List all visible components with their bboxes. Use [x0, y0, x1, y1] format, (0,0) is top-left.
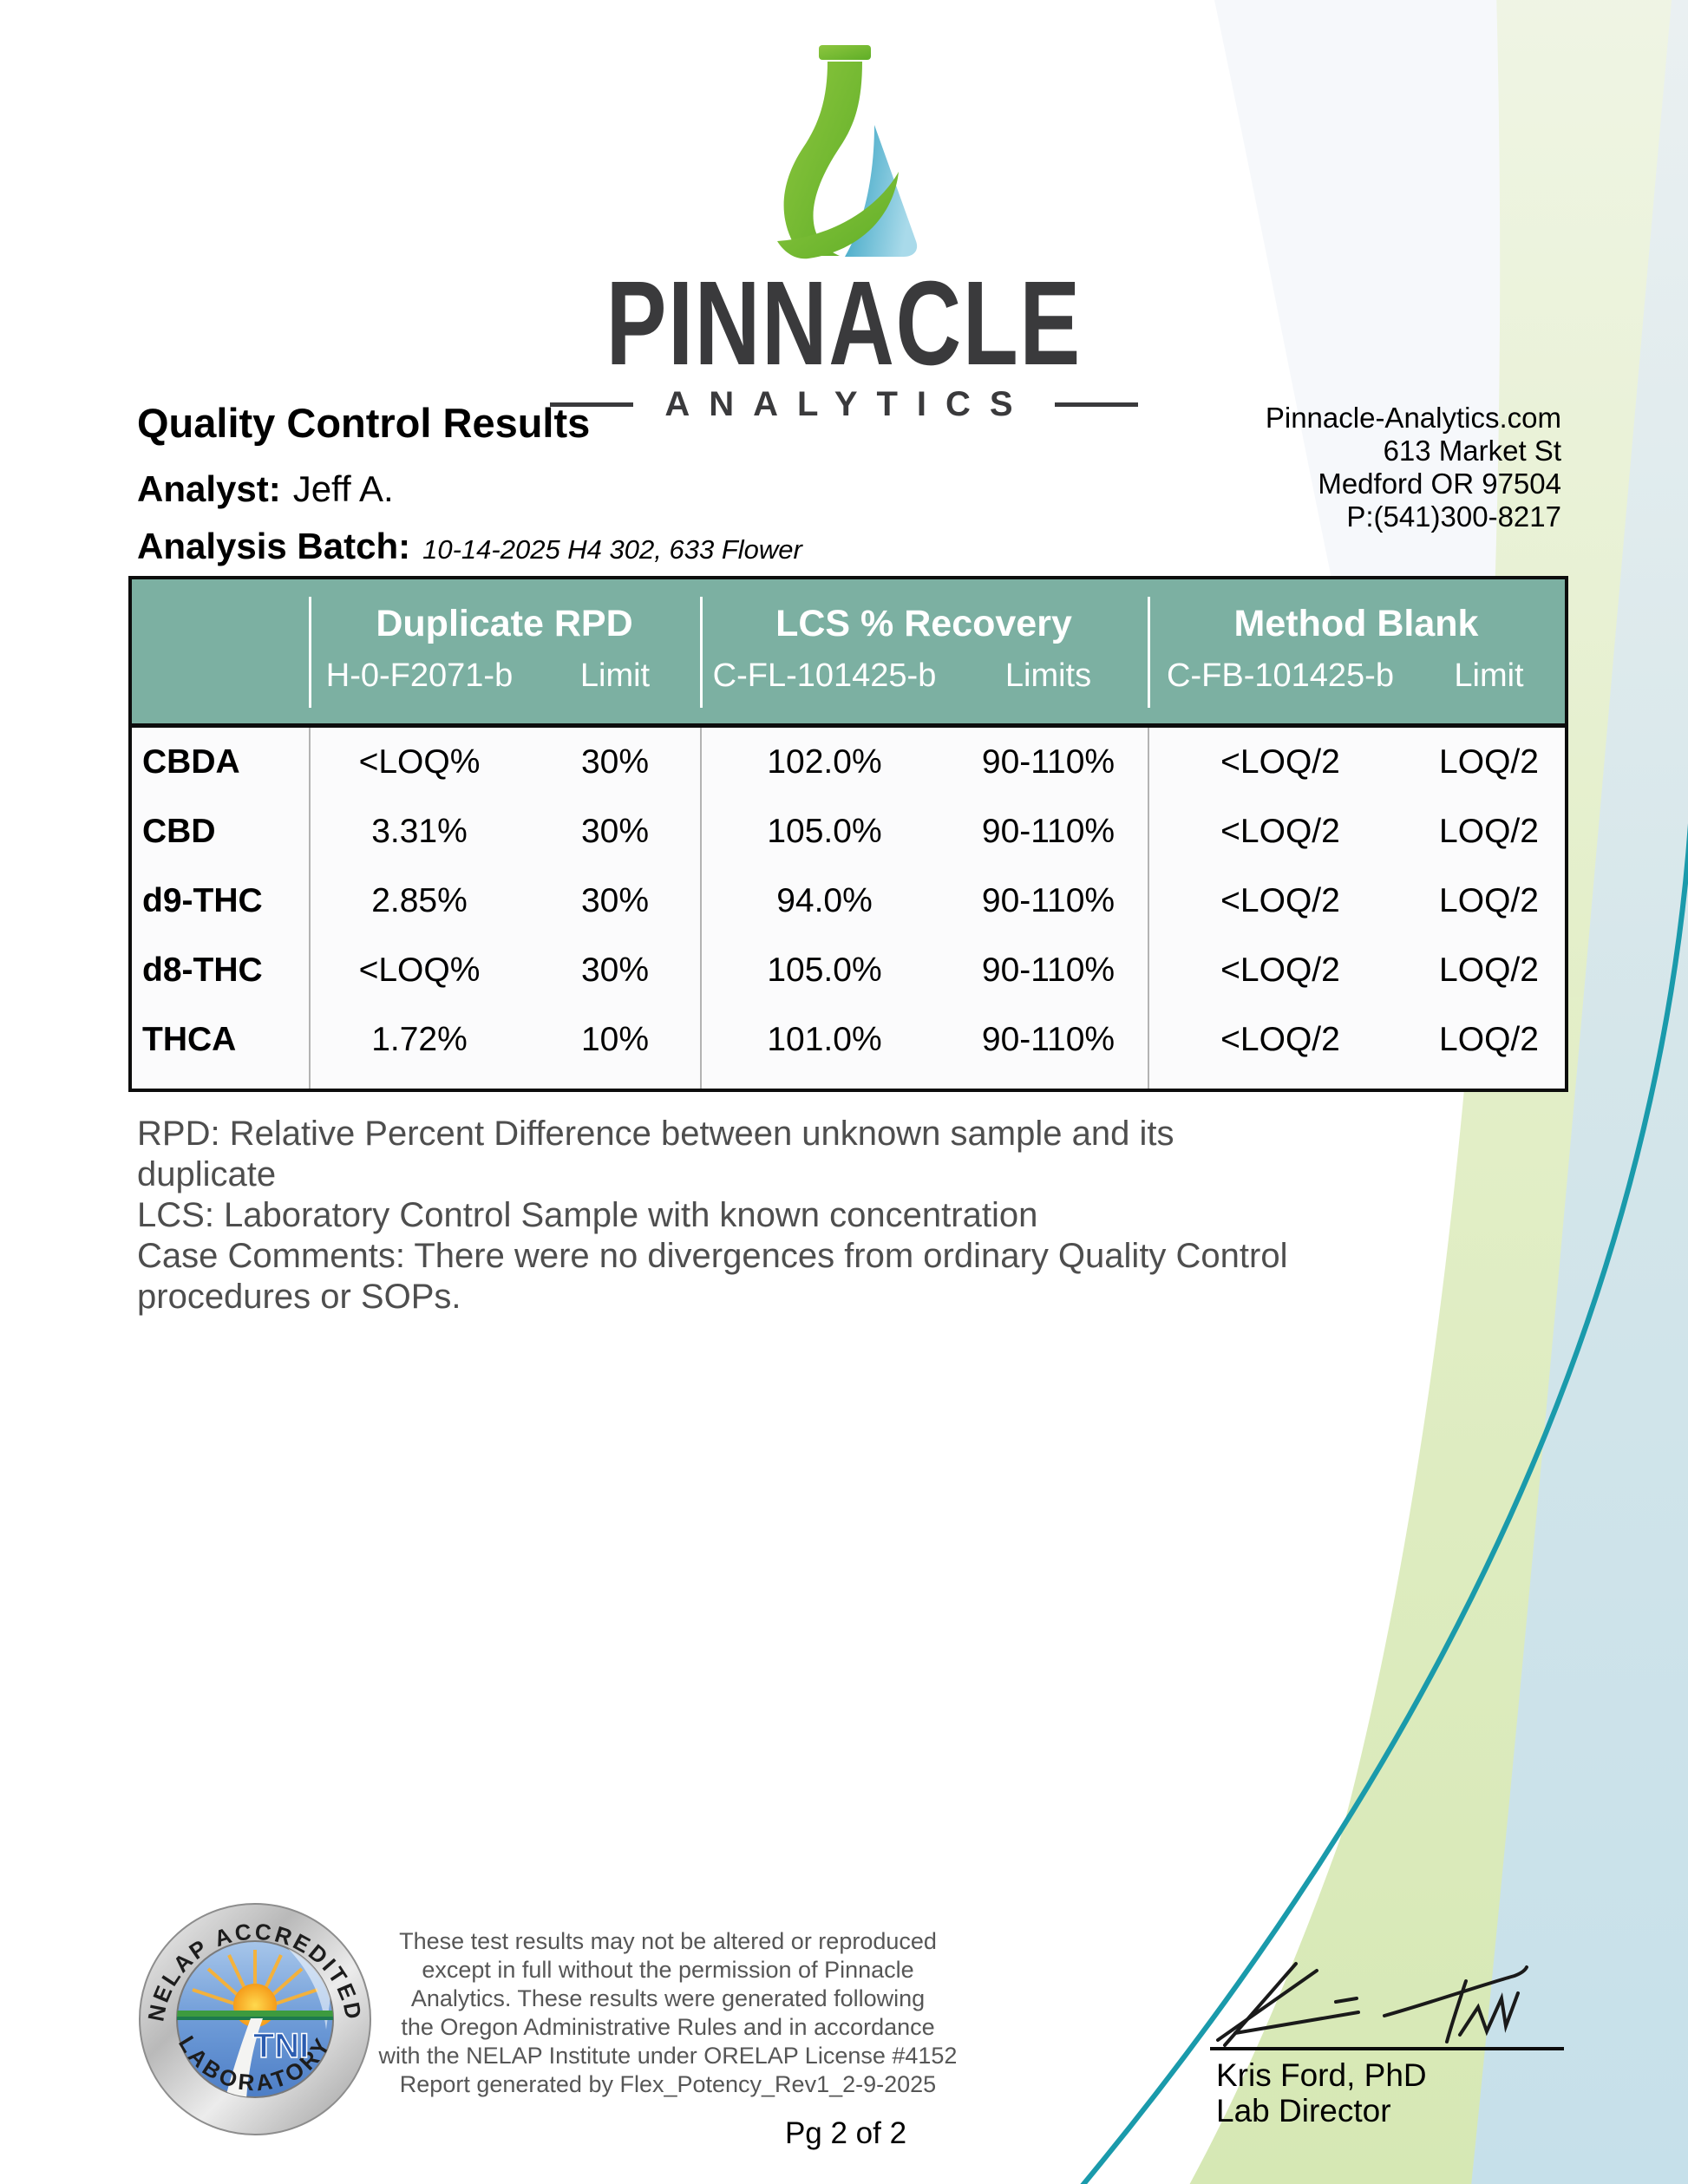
disclaimer-line: These test results may not be altered or… [399, 1928, 937, 1954]
mb-limit: LOQ/2 [1439, 1021, 1539, 1058]
lcs-limits: 90-110% [981, 1021, 1116, 1058]
disclaimer-block: These test results may not be altered or… [345, 1927, 991, 2099]
qc-table-body: CBDA <LOQ% 30% 102.0% 90-110% <LOQ/2 LOQ… [132, 728, 1565, 1089]
subheader-rpd-limit: Limit [579, 657, 651, 694]
group-title-duplicate-rpd: Duplicate RPD [376, 602, 633, 644]
mb-value: <LOQ/2 [1220, 882, 1340, 919]
rpd-value: 1.72% [371, 1021, 468, 1058]
note-rpd-definition: RPD: Relative Percent Difference between… [137, 1115, 1174, 1193]
group-title-lcs-recovery: LCS % Recovery [775, 602, 1072, 644]
analyte-name: THCA [142, 1021, 237, 1058]
analyst-value: Jeff A. [292, 468, 394, 509]
disclaimer-line: with the NELAP Institute under ORELAP Li… [378, 2043, 958, 2069]
qc-notes: RPD: Relative Percent Difference between… [137, 1114, 1304, 1318]
rpd-value: 3.31% [371, 813, 468, 850]
qc-results-table: Duplicate RPD LCS % Recovery Method Blan… [128, 576, 1568, 1092]
lcs-value: 105.0% [767, 813, 882, 850]
group-title-method-blank: Method Blank [1233, 602, 1479, 644]
rpd-limit: 30% [580, 882, 650, 919]
qc-table-header: Duplicate RPD LCS % Recovery Method Blan… [132, 579, 1565, 728]
rpd-limit: 30% [580, 813, 650, 850]
subheader-mb-sample: C-FB-101425-b [1167, 657, 1394, 694]
lab-contact-block: Pinnacle-Analytics.com 613 Market St Med… [1266, 402, 1561, 533]
analyte-name: d8-THC [142, 951, 263, 989]
lab-phone: P:(541)300-8217 [1346, 500, 1561, 533]
lcs-limits: 90-110% [981, 951, 1116, 989]
subheader-lcs-sample: C-FL-101425-b [712, 657, 937, 694]
lcs-value: 94.0% [776, 882, 873, 919]
body-divider [309, 728, 311, 1089]
lab-website: Pinnacle-Analytics.com [1265, 402, 1561, 434]
subheader-mb-limit: Limit [1454, 657, 1524, 694]
note-case-comments: Case Comments: There were no divergences… [137, 1237, 1288, 1316]
disclaimer-line: Report generated by Flex_Potency_Rev1_2-… [399, 2071, 937, 2097]
lcs-value: 105.0% [767, 951, 882, 989]
subheader-lcs-limits: Limits [1004, 657, 1092, 694]
disclaimer-line: except in full without the permission of… [422, 1957, 914, 1983]
rpd-limit: 30% [580, 951, 650, 989]
header-divider [309, 597, 311, 708]
rpd-limit: 10% [580, 1021, 650, 1058]
mb-limit: LOQ/2 [1439, 743, 1539, 781]
mb-limit: LOQ/2 [1439, 882, 1539, 919]
brand-subtitle-text: ANALYTICS [664, 385, 1032, 423]
page-title: Quality Control Results [137, 400, 591, 446]
header-divider [1148, 597, 1150, 708]
analyte-name: CBDA [142, 743, 240, 781]
batch-label: Analysis Batch: [137, 526, 411, 566]
analyst-label: Analyst: [137, 468, 281, 509]
signer-name: Kris Ford, PhD [1216, 2057, 1427, 2093]
disclaimer-line: the Oregon Administrative Rules and in a… [401, 2014, 935, 2040]
lcs-value: 101.0% [767, 1021, 882, 1058]
analysis-batch-row: Analysis Batch: 10-14-2025 H4 302, 633 F… [137, 526, 802, 567]
analyst-row: Analyst: Jeff A. [137, 468, 394, 510]
rpd-value: 2.85% [371, 882, 468, 919]
mb-value: <LOQ/2 [1220, 1021, 1340, 1058]
rpd-value: <LOQ% [358, 951, 481, 989]
rpd-value: <LOQ% [358, 743, 481, 781]
analyte-name: CBD [142, 813, 216, 850]
lab-address-city: Medford OR 97504 [1318, 468, 1561, 500]
brand-wordmark: PINNACLE [0, 264, 1688, 383]
disclaimer-line: Analytics. These results were generated … [410, 1985, 926, 2011]
rpd-limit: 30% [580, 743, 650, 781]
mb-value: <LOQ/2 [1220, 813, 1340, 850]
signer-block: Kris Ford, PhD Lab Director [1216, 2057, 1427, 2128]
nelap-accredited-seal: NELAP ACCREDITED LABORATORY TNI [139, 1903, 371, 2135]
right-rule [1054, 402, 1138, 407]
analyte-name: d9-THC [142, 882, 263, 919]
lab-director-signature [1216, 1962, 1528, 2047]
mb-limit: LOQ/2 [1439, 813, 1539, 850]
pinnacle-flask-logo-icon [777, 45, 918, 259]
note-lcs-definition: LCS: Laboratory Control Sample with know… [137, 1196, 1038, 1234]
lcs-limits: 90-110% [981, 882, 1116, 919]
brand-subtitle-row: ANALYTICS [0, 387, 1688, 422]
signature-line [1210, 2047, 1564, 2050]
mb-value: <LOQ/2 [1220, 951, 1340, 989]
lcs-limits: 90-110% [981, 813, 1116, 850]
body-divider [700, 728, 702, 1089]
seal-tni-text: TNI [253, 2027, 309, 2065]
signer-title: Lab Director [1216, 2093, 1391, 2128]
mb-limit: LOQ/2 [1439, 951, 1539, 989]
body-divider [1148, 728, 1149, 1089]
subheader-rpd-sample: H-0-F2071-b [325, 657, 514, 694]
brand-name-text: PINNACLE [605, 257, 1083, 390]
lab-address-street: 613 Market St [1383, 435, 1561, 467]
header-divider [700, 597, 703, 708]
batch-value: 10-14-2025 H4 302, 633 Flower [422, 534, 802, 565]
mb-value: <LOQ/2 [1220, 743, 1340, 781]
left-rule [550, 402, 634, 407]
page-number: Pg 2 of 2 [784, 2116, 907, 2150]
header-corner-cell [132, 579, 309, 723]
lcs-limits: 90-110% [981, 743, 1116, 781]
lcs-value: 102.0% [767, 743, 882, 781]
